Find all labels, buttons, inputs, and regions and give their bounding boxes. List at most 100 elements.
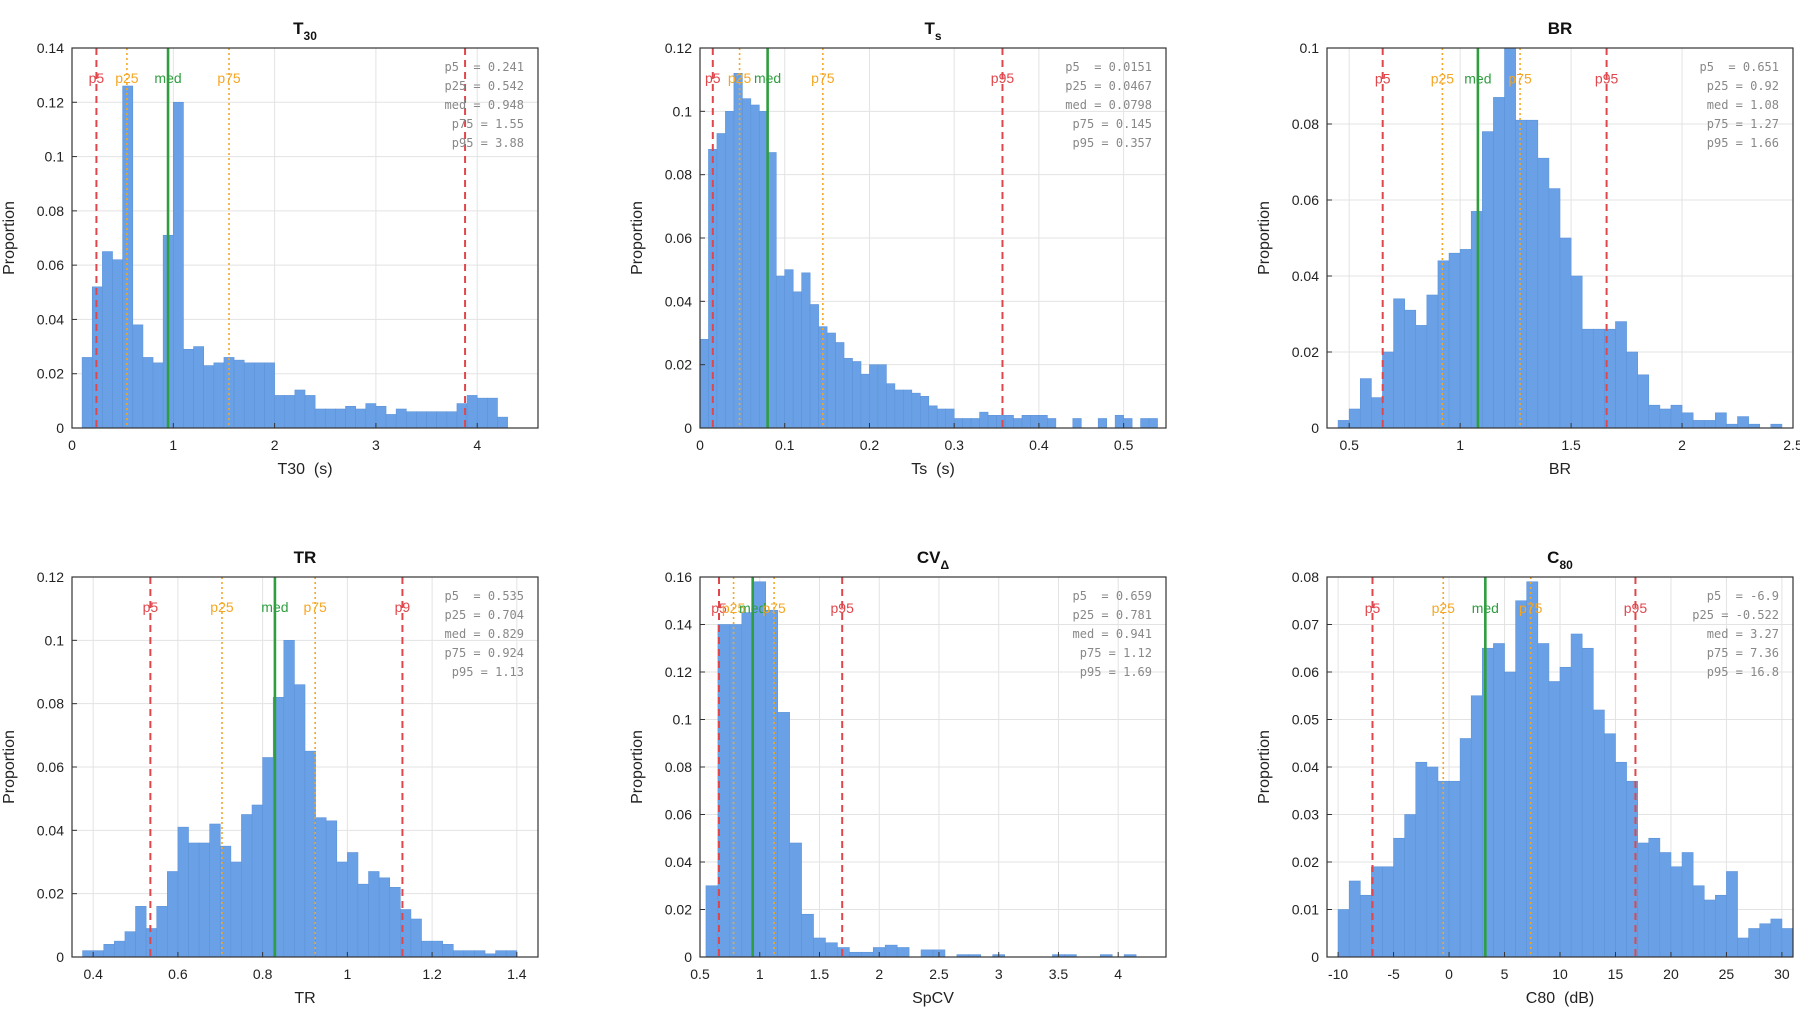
y-tick-label: 0 (56, 420, 64, 436)
histogram-bar (1781, 928, 1794, 958)
histogram-panel: p5 p25 med p75 p95 p5 = -6.9 p25 = -0.522 med =… (1256, 548, 1794, 1007)
x-tick-label: -10 (1328, 966, 1348, 982)
histogram-bar (1670, 866, 1683, 958)
histogram-bar (122, 85, 134, 429)
histogram-bar (1592, 328, 1605, 429)
histogram-bar (837, 947, 850, 958)
p75-label: p75 (811, 70, 835, 86)
histogram-bar (1637, 842, 1650, 958)
histogram-bar (254, 362, 265, 429)
histogram-bar (767, 152, 777, 429)
histogram-bars (1337, 581, 1794, 958)
med-label: med (1464, 70, 1491, 86)
stat-line: p95 = 1.13 (452, 665, 524, 679)
y-tick-label: 0.14 (37, 40, 64, 56)
panel-title: C80 (1547, 548, 1573, 572)
y-tick-label: 0.02 (665, 357, 692, 373)
p25-label: p25 (722, 600, 746, 616)
histogram-bar (91, 286, 103, 429)
histogram-bar (426, 411, 437, 429)
stat-line: med = 0.0798 (1065, 98, 1152, 112)
histogram-bar (884, 944, 898, 958)
histogram-bar (1526, 581, 1539, 958)
histogram-bar (919, 396, 930, 429)
panel-title-subscript: 80 (1559, 558, 1573, 572)
x-tick-label: 20 (1663, 966, 1679, 982)
histogram-bar (1393, 837, 1405, 958)
med-label: med (154, 70, 181, 86)
panel-title-main: CV (917, 548, 941, 567)
histogram-bar (861, 951, 874, 958)
y-tick-label: 0.01 (1292, 902, 1319, 918)
histogram-bar (230, 861, 242, 958)
p25-label: p25 (1432, 600, 1456, 616)
stat-line: p95 = 3.88 (452, 136, 524, 150)
histogram-bar (167, 871, 179, 958)
y-tick-label: 0.02 (665, 902, 692, 918)
histogram-bar (1581, 647, 1594, 958)
histogram-bar (81, 357, 93, 429)
y-tick-label: 0.03 (1292, 807, 1319, 823)
histogram-bar (365, 403, 377, 429)
histogram-bar (818, 326, 828, 429)
y-tick-label: 0.1 (673, 712, 693, 728)
y-tick-label: 0.06 (1292, 664, 1319, 680)
x-tick-label: 25 (1719, 966, 1735, 982)
x-tick-label: 0.6 (168, 966, 188, 982)
y-tick-label: 0 (1311, 420, 1319, 436)
x-tick-label: 2 (1678, 437, 1686, 453)
histogram-bar (1615, 321, 1627, 429)
panel-title: TR (294, 548, 317, 567)
x-tick-label: 1 (756, 966, 764, 982)
histogram-bar (1692, 420, 1705, 429)
histogram-panel: p5 p25 med p75 p9 p5 = 0.535 p25 = 0.704 med = … (1, 548, 539, 1007)
histogram-bar (92, 950, 105, 958)
stat-line: med = 1.08 (1707, 98, 1779, 112)
histogram-bar (463, 950, 475, 958)
y-tick-label: 0.02 (37, 366, 64, 382)
histogram-bar (1504, 671, 1516, 958)
histogram-bar (304, 750, 316, 958)
x-tick-label: 1.4 (507, 966, 527, 982)
histogram-bar (920, 949, 934, 958)
y-tick-label: 0.12 (665, 664, 692, 680)
stats-annotation: p5 = 0.0151 p25 = 0.0467 med = 0.0798 p75 =… (1065, 60, 1152, 150)
histogram-bar (410, 918, 422, 958)
x-axis-label: Ts (s) (911, 461, 955, 478)
y-tick-label: 0 (684, 420, 692, 436)
panel-title: CVΔ (917, 548, 950, 572)
med-label: med (739, 600, 766, 616)
histogram-bar (903, 389, 913, 429)
panel-title-subscript: 30 (304, 29, 318, 43)
stat-line: p25 = 0.542 (445, 79, 524, 93)
histogram-bar (156, 906, 168, 958)
histogram-bar (1548, 188, 1561, 429)
histogram-bar (416, 411, 427, 429)
histogram-bar (1426, 766, 1439, 958)
histogram-bar (1426, 294, 1439, 429)
histogram-bar (241, 814, 253, 958)
histogram-bar (1393, 298, 1405, 429)
p25-label: p25 (115, 70, 139, 86)
y-tick-label: 0.02 (1292, 854, 1319, 870)
y-tick-label: 0.1 (45, 149, 65, 165)
y-axis-label: Proportion (1, 730, 18, 804)
histogram-bars (81, 85, 508, 429)
histogram-bar (877, 364, 887, 429)
histogram-bar (1637, 374, 1650, 429)
histogram-bar (825, 942, 838, 958)
histogram-bar (368, 871, 380, 958)
histogram-bar (725, 111, 735, 429)
histogram-bar (446, 411, 458, 429)
y-axis-label: Proportion (1256, 201, 1273, 275)
histogram-bar (183, 348, 194, 429)
histogram-bar (375, 405, 387, 429)
x-tick-label: 3 (995, 966, 1003, 982)
histogram-bar (1770, 918, 1783, 958)
histogram-bar (1114, 415, 1124, 429)
histogram-bar (789, 842, 802, 958)
y-tick-label: 0.06 (37, 759, 64, 775)
stat-line: p95 = 0.357 (1073, 136, 1152, 150)
